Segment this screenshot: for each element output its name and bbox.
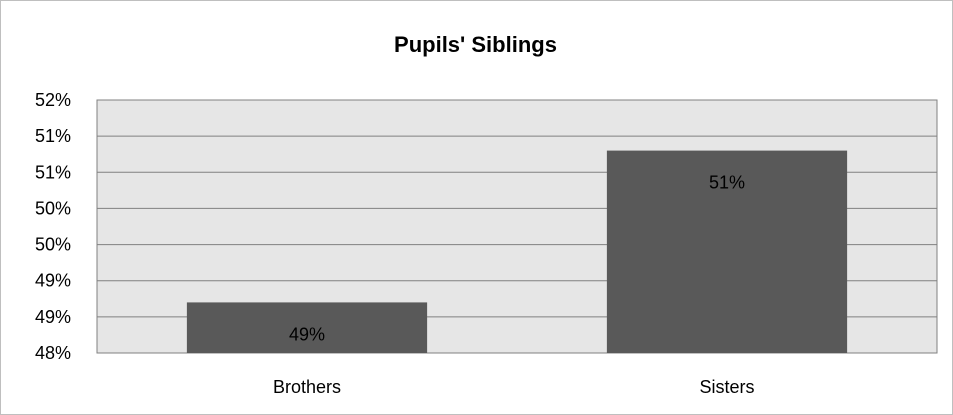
category-label-brothers: Brothers	[273, 377, 341, 397]
data-label-brothers: 49%	[289, 324, 325, 344]
y-tick-label: 49%	[35, 271, 71, 291]
y-tick-label: 52%	[35, 90, 71, 110]
bars	[186, 150, 848, 353]
y-tick-label: 50%	[35, 198, 71, 218]
x-axis-category-labels: Brothers Sisters	[273, 377, 755, 397]
bar-sisters	[606, 150, 848, 353]
y-axis-tick-labels: 52% 51% 51% 50% 50% 49% 49% 48%	[35, 90, 71, 363]
y-tick-label: 48%	[35, 343, 71, 363]
bar-brothers	[186, 302, 428, 353]
y-tick-label: 51%	[35, 162, 71, 182]
y-tick-label: 51%	[35, 126, 71, 146]
data-label-sisters: 51%	[709, 173, 745, 193]
category-label-sisters: Sisters	[699, 377, 754, 397]
data-labels: 49% 51%	[289, 173, 745, 345]
chart-title: Pupils' Siblings	[394, 32, 557, 57]
y-tick-label: 50%	[35, 235, 71, 255]
y-tick-label: 49%	[35, 307, 71, 327]
